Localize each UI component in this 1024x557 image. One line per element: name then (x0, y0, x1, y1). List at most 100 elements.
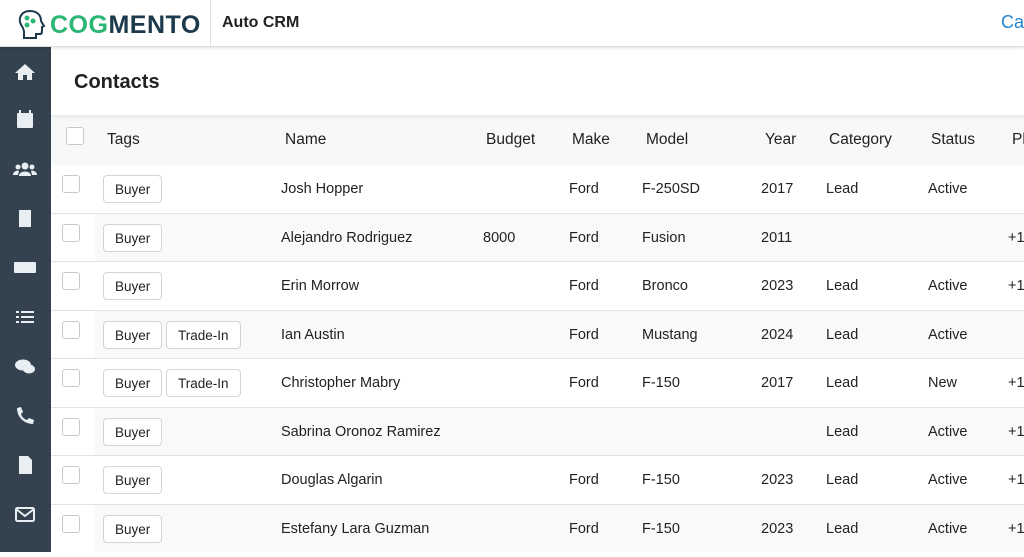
table-cell: Fusion (642, 229, 686, 246)
table-cell: Ford (569, 375, 599, 391)
table-cell: 2017 (761, 181, 794, 197)
table-cell: +1 (1008, 472, 1024, 488)
document-icon[interactable] (19, 456, 32, 474)
row-checkbox[interactable] (62, 369, 80, 387)
logo-icon (18, 9, 46, 39)
nav-link[interactable]: Cal (1001, 12, 1024, 32)
column-header[interactable]: Category (829, 131, 892, 148)
table-cell: Lead (826, 181, 859, 197)
table-row: Buyer Erin Morrow Ford Bronco 2023 Lead Active… (51, 262, 1024, 311)
table-cell: Active (928, 520, 968, 537)
table-row: Buyer Estefany Lara Guzman Ford F-150 2023 Le… (51, 504, 1024, 552)
page-header: Contacts (51, 47, 1024, 115)
tag-label[interactable]: Trade-In (166, 320, 241, 349)
header-row: Tags Name Budget Make Model Year Category Statu… (51, 115, 1024, 166)
sidebar-icons (13, 64, 37, 522)
table-row: Buyer Alejandro Rodriguez 8000 Ford Fusion 20… (51, 213, 1024, 262)
table-cell: Lead (826, 472, 859, 488)
calendar-icon[interactable] (17, 110, 33, 128)
row-checkbox[interactable] (62, 466, 80, 484)
tag-label[interactable]: Buyer (103, 223, 163, 252)
company-icon[interactable] (19, 210, 31, 227)
tag-label[interactable]: Buyer (103, 514, 163, 543)
table-cell: Lead (826, 278, 859, 294)
tag-label[interactable]: Buyer (103, 175, 163, 203)
table-cell: 2017 (761, 375, 794, 391)
table-cell: Ford (569, 278, 599, 294)
row-checkbox[interactable] (62, 272, 80, 290)
tag-label[interactable]: Buyer (103, 417, 163, 446)
column-header[interactable]: Model (646, 131, 689, 148)
contact-name[interactable]: Douglas Algarin (281, 472, 383, 488)
select-all-checkbox[interactable] (66, 127, 84, 145)
table-cell: Ford (569, 520, 599, 537)
tag-label[interactable]: Buyer (103, 369, 163, 397)
table-cell: F-250SD (642, 181, 701, 197)
table-cell: F-150 (642, 520, 680, 537)
table-cell: 2023 (761, 278, 794, 294)
table-cell: New (928, 375, 958, 391)
logo-part: COG (50, 11, 109, 39)
row-checkbox[interactable] (62, 417, 80, 436)
tasks-icon[interactable] (16, 311, 34, 323)
tag-label[interactable]: Buyer (103, 466, 163, 494)
table-cell: +1 (1008, 520, 1024, 537)
table-row: Buyer Sabrina Oronoz Ramirez Lead Active +1 (51, 407, 1024, 456)
table-cell: Ford (569, 472, 599, 488)
tag-label[interactable]: Trade-In (166, 369, 241, 397)
table-row: Buyer Trade-In Christopher Mabry Ford F-150 2… (51, 359, 1024, 408)
contact-name[interactable]: Sabrina Oronoz Ramirez (281, 423, 441, 440)
table-cell: +1 (1008, 278, 1024, 294)
table-cell: Mustang (642, 326, 698, 343)
contact-name[interactable]: Christopher Mabry (281, 375, 401, 391)
table-cell: Active (928, 278, 968, 294)
table-cell: Lead (826, 326, 859, 343)
deals-icon[interactable] (14, 262, 36, 273)
contact-name[interactable]: Alejandro Rodriguez (281, 229, 413, 246)
table-cell: Active (928, 472, 968, 488)
table-row: Buyer Douglas Algarin Ford F-150 2023 Lead Act… (51, 456, 1024, 505)
table-cell: Ford (569, 326, 599, 343)
column-header[interactable]: Tags (107, 131, 140, 148)
contact-name[interactable]: Erin Morrow (281, 278, 360, 294)
table-cell: Lead (826, 375, 859, 391)
column-header[interactable]: Status (931, 131, 975, 148)
contact-name[interactable]: Estefany Lara Guzman (281, 520, 430, 537)
column-header[interactable]: Budget (486, 131, 536, 148)
column-header[interactable]: Name (285, 131, 327, 148)
table-cell: Active (928, 181, 968, 197)
row-checkbox[interactable] (62, 320, 80, 339)
table-cell: +1 (1008, 375, 1024, 391)
row-checkbox[interactable] (62, 514, 80, 533)
divider (210, 0, 211, 46)
table-cell: 8000 (483, 229, 516, 246)
table-cell: Ford (569, 181, 599, 197)
contacts-icon[interactable] (13, 162, 37, 177)
table-cell: Bronco (642, 278, 688, 294)
tag-label[interactable]: Buyer (103, 272, 163, 300)
row-checkbox[interactable] (62, 223, 80, 242)
logo[interactable]: COGMENTO (50, 11, 201, 40)
row-checkbox[interactable] (62, 175, 80, 193)
phone-icon[interactable] (17, 407, 34, 424)
table-cell: Ford (569, 229, 599, 246)
tag-label[interactable]: Buyer (103, 320, 163, 349)
home-icon[interactable] (15, 64, 35, 80)
email-icon[interactable] (15, 507, 35, 522)
sidebar (0, 47, 51, 552)
contact-name[interactable]: Ian Austin (281, 326, 345, 343)
table-cell: Lead (826, 423, 859, 440)
table-cell: Active (928, 326, 968, 343)
chat-icon[interactable] (15, 359, 35, 374)
table-cell: 2024 (761, 326, 794, 343)
column-header[interactable]: Year (765, 131, 797, 148)
column-header[interactable]: Ph (1012, 131, 1024, 148)
table-cell: F-150 (642, 472, 680, 488)
contact-name[interactable]: Josh Hopper (281, 181, 364, 197)
table-cell: +1 (1008, 423, 1024, 440)
table-cell: Lead (826, 520, 859, 537)
table-cell: 2023 (761, 472, 794, 488)
column-header[interactable]: Make (572, 131, 610, 148)
top-bar: COGMENTO Auto CRM Cal (0, 0, 1024, 47)
